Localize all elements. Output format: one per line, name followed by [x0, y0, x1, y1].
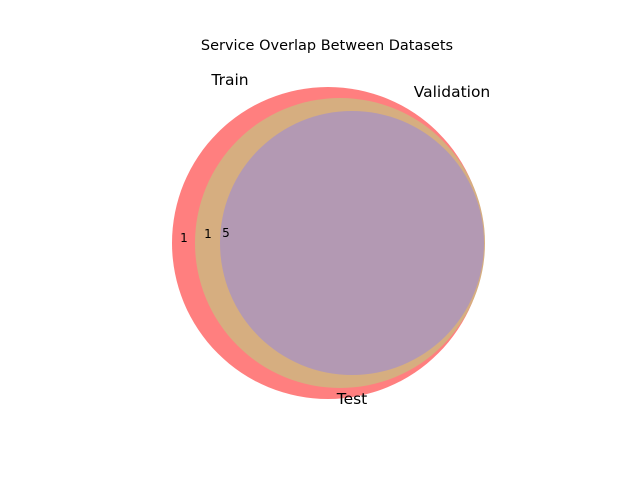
- set-label-validation: Validation: [414, 83, 491, 101]
- venn-circle-test: [220, 111, 484, 375]
- set-label-train: Train: [210, 71, 248, 89]
- set-label-test: Test: [336, 390, 368, 408]
- region-label-train-only: 1: [180, 231, 188, 245]
- chart-title: Service Overlap Between Datasets: [201, 38, 453, 54]
- region-label-train-validation: 1: [204, 227, 212, 241]
- region-label-all-three: 5: [222, 226, 230, 240]
- venn-circles: [172, 87, 485, 399]
